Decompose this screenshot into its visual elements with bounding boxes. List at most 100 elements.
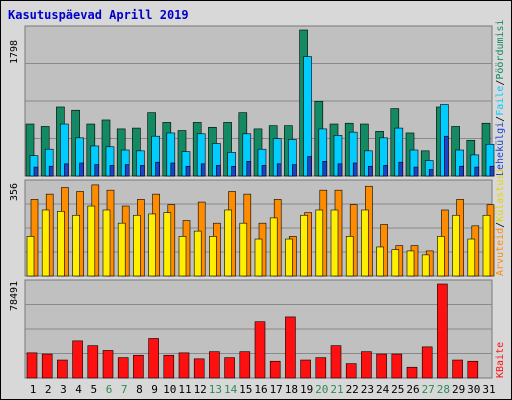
day-label: 12 [194, 383, 207, 396]
bar-lehekulgi [444, 135, 449, 177]
bar-lehekulgi [322, 161, 328, 177]
bar-kulastusi [345, 236, 354, 277]
bar-kbaite [102, 350, 114, 379]
day-label: 6 [106, 383, 113, 396]
day-label: 21 [330, 383, 343, 396]
legend-kbaite: KBaite [495, 342, 506, 378]
bar-kulastusi [315, 209, 324, 277]
bar-kbaite [87, 345, 99, 379]
bar-kbaite [178, 352, 190, 379]
bar-kulastusi [209, 236, 217, 277]
bar-kbaite [330, 345, 342, 379]
bar-kbaite [285, 316, 296, 379]
day-label: 25 [391, 383, 404, 396]
bar-lehekulgi [352, 162, 358, 177]
bar-kbaite [254, 321, 266, 379]
bar-kulastusi [41, 209, 50, 277]
bar-kulastusi [224, 209, 232, 277]
day-label: 30 [467, 383, 480, 396]
bar-lehekulgi [48, 165, 54, 177]
bar-lehekulgi [140, 165, 145, 177]
day-label: 10 [163, 383, 176, 396]
day-label: 1 [30, 383, 37, 396]
bar-lehekulgi [109, 165, 115, 177]
bar-kulastusi [178, 236, 187, 277]
bar-kbaite [376, 353, 387, 379]
top-axis-max-label: 1798 [9, 40, 20, 64]
bar-kulastusi [361, 209, 369, 277]
bar-lehekulgi [261, 165, 267, 177]
day-label: 16 [254, 383, 267, 396]
bar-kulastusi [437, 236, 445, 277]
bar-lehekulgi [64, 163, 69, 177]
bar-lehekulgi [124, 164, 130, 177]
bar-lehekulgi [170, 162, 176, 177]
bar-kbaite [41, 353, 53, 379]
day-label: 8 [136, 383, 143, 396]
bar-kulastusi [117, 222, 126, 277]
day-label: 4 [75, 383, 82, 396]
bar-lehekulgi [489, 165, 495, 177]
bar-kulastusi [163, 212, 172, 277]
bar-lehekulgi [231, 165, 236, 177]
bot-legend: KBaite [495, 342, 506, 378]
top-legend: Lehekülgi/Faile/Pöördumisi [495, 19, 506, 176]
day-label: 29 [452, 383, 465, 396]
bar-lehekulgi [33, 166, 39, 177]
chart-title: Kasutuspäevad Aprill 2019 [8, 8, 189, 22]
bar-lehekulgi [246, 161, 252, 177]
bar-kbaite [57, 359, 68, 379]
bar-kbaite [452, 359, 463, 379]
mid-legend: Arvuteid/Külastusi [495, 168, 506, 276]
day-label: 31 [482, 383, 495, 396]
bar-lehekulgi [368, 165, 373, 177]
bar-lehekulgi [474, 166, 480, 177]
bar-lehekulgi [292, 164, 297, 177]
day-label: 28 [437, 383, 450, 396]
bar-kulastusi [421, 254, 430, 277]
bar-kulastusi [482, 214, 491, 277]
bar-kulastusi [300, 214, 308, 277]
bar-kbaite [239, 351, 251, 379]
bar-lehekulgi [383, 165, 388, 177]
bar-kulastusi [193, 230, 202, 277]
bar-lehekulgi [79, 162, 84, 177]
bar-kulastusi [26, 236, 35, 277]
bar-kbaite [391, 353, 403, 379]
day-label: 5 [90, 383, 97, 396]
day-labels: 1 2 3 4 5 6 7 8 9 10 11 12 13 14 15 16 17 18 19 20 21 22 23 24 2… [30, 383, 496, 396]
bar-kulastusi [57, 211, 65, 277]
bar-kulastusi [269, 217, 278, 277]
day-label: 7 [121, 383, 128, 396]
panel-sites-visits [24, 179, 495, 277]
legend-poordumisi: Pöördumisi [495, 19, 506, 79]
day-label: 15 [239, 383, 252, 396]
day-label: 18 [285, 383, 298, 396]
mid-axis-max-label: 356 [9, 183, 20, 201]
bar-kbaite [193, 358, 205, 379]
legend-lehekulgi: Lehekülgi [495, 122, 506, 176]
day-label: 17 [270, 383, 283, 396]
bar-kbaite [224, 357, 235, 379]
bar-kbaite [361, 351, 372, 379]
bar-lehekulgi [200, 163, 206, 177]
legend-arvuteid: Arvuteid [495, 228, 506, 276]
bar-kulastusi [102, 209, 111, 277]
bar-lehekulgi [337, 163, 343, 177]
legend-kulastusi: Külastusi [495, 168, 506, 222]
bar-lehekulgi [94, 164, 100, 177]
bar-kulastusi [72, 214, 80, 277]
day-label: 24 [376, 383, 390, 396]
bar-kulastusi [133, 214, 141, 277]
bar-lehekulgi [428, 169, 434, 177]
bar-kulastusi [239, 222, 248, 277]
bar-kbaite [72, 340, 83, 379]
bar-kbaite [163, 354, 175, 379]
bar-kbaite [269, 360, 281, 379]
day-label: 20 [315, 383, 328, 396]
bar-kulastusi [148, 213, 156, 277]
bar-lehekulgi [307, 156, 312, 177]
bar-kulastusi [452, 214, 460, 277]
day-label: 13 [209, 383, 222, 396]
